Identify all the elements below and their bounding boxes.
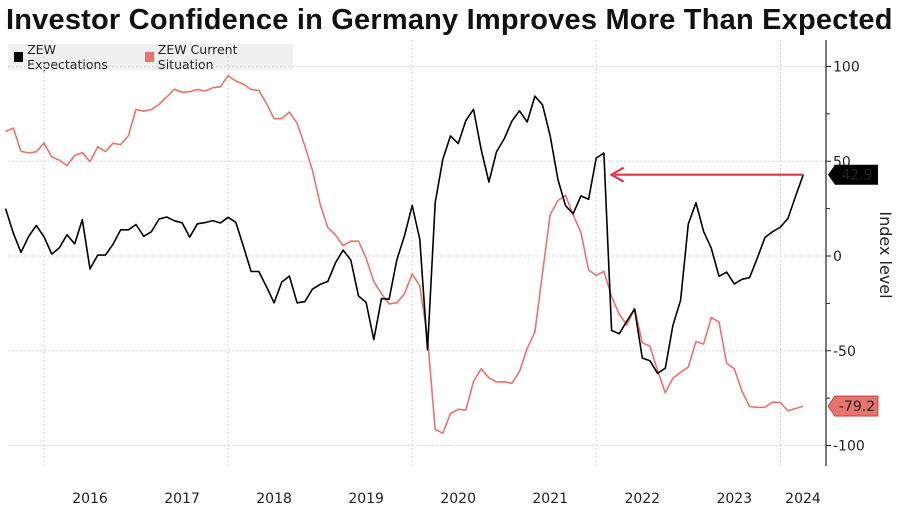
x-tick-label: 2020 (440, 491, 476, 507)
x-tick-label: 2022 (624, 491, 660, 507)
y-tick-label: -50 (833, 344, 856, 360)
x-tick-label: 2024 (785, 491, 821, 507)
x-tick-label: 2018 (256, 491, 292, 507)
x-tick-label: 2023 (716, 491, 752, 507)
legend-item-expectations: ZEW Expectations (14, 42, 131, 72)
x-tick-label: 2016 (72, 491, 108, 507)
last-value-badge-expectations: 42.9 (828, 164, 878, 185)
last-value-badge-current-situation-bg (827, 395, 879, 417)
last-value-badge-current-situation-text: -79.2 (839, 399, 875, 415)
chart-title: Investor Confidence in Germany Improves … (6, 4, 893, 36)
legend-label-expectations: ZEW Expectations (27, 42, 108, 72)
x-tick-label: 2017 (164, 491, 200, 507)
x-tick-label: 2021 (532, 491, 568, 507)
arrow-annotation-head (609, 166, 625, 183)
legend-item-current: ZEW Current Situation (144, 42, 285, 72)
legend-label-current: ZEW Current Situation (157, 42, 238, 72)
y-axis-label: Index level (876, 211, 895, 298)
y-tick-label: 100 (833, 60, 860, 76)
legend: ZEW Expectations ZEW Current Situation (8, 42, 293, 72)
last-value-badge-expectations-bg (828, 164, 878, 185)
legend-swatch-expectations (14, 52, 24, 62)
x-tick-label: 2019 (348, 491, 384, 507)
last-value-badge-expectations-text: 42.9 (841, 168, 872, 184)
series-line-zew-current-situation (5, 74, 804, 435)
y-tick-label: 0 (833, 249, 842, 265)
last-value-badge-current-situation: -79.2 (827, 395, 879, 417)
legend-swatch-current (144, 52, 154, 62)
series-line-zew-expectations (4, 95, 805, 375)
y-tick-label: -100 (833, 439, 865, 455)
